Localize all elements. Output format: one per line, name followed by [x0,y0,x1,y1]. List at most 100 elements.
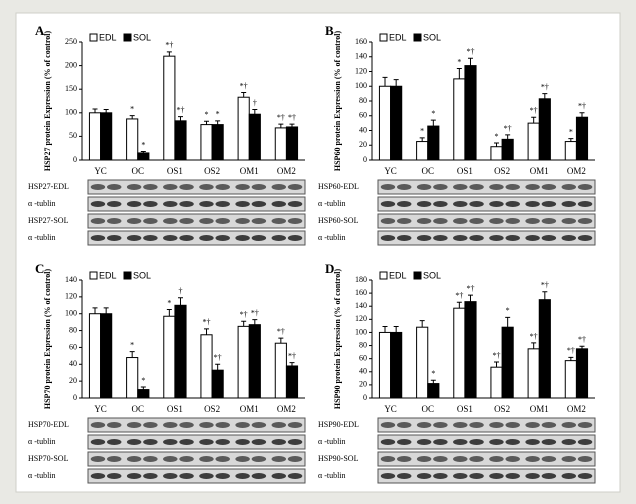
blot-band [433,456,448,462]
y-tick-label: 20 [359,140,367,149]
blot-band [489,439,504,445]
significance-label: *† [176,105,184,114]
legend-swatch [89,271,98,280]
blot-band [577,456,593,462]
blot-strip [377,451,596,467]
significance-label: † [253,98,257,107]
x-tick-label: OS2 [494,166,510,176]
blot-band [199,422,214,428]
blot-label: HSP90-SOL [318,454,359,463]
error-bar [204,120,210,125]
error-bar [568,138,574,142]
error-bar [278,123,284,128]
blot-band [396,218,412,224]
blot-band [380,456,396,462]
panel-letter: B [325,23,334,38]
blot-band [126,439,142,445]
blot-label: HSP60-EDL [318,182,359,191]
blot-label: α -tublin [318,233,346,242]
y-tick-label: 100 [355,327,367,336]
blot-band [90,473,106,479]
legend-swatch [413,271,422,280]
error-bar [92,307,98,314]
blot-band [199,439,214,445]
bar [575,348,589,399]
blot-band [433,439,448,445]
blot-band [287,184,303,190]
blot-band [126,235,142,241]
y-tick-label: 80 [359,340,367,349]
blot-band [106,439,122,445]
blot-band [416,456,432,462]
legend-swatch [123,271,132,280]
blot-strip [377,213,596,229]
blot-band [577,473,593,479]
bar [137,152,150,161]
blot-band [215,439,230,445]
bar [285,126,299,161]
blot-band [271,235,287,241]
blot-band [271,439,287,445]
blot-band [577,235,593,241]
blot-band [199,473,214,479]
significance-label: *† [251,308,259,317]
error-bar [215,120,221,125]
error-bar [393,79,399,87]
blot-label: HSP27-EDL [28,182,69,191]
bar [237,96,250,161]
x-tick-label: OS1 [457,166,473,176]
y-tick-label: 20 [69,376,77,385]
bar [248,113,261,161]
x-tick-label: YC [384,166,397,176]
blot-band [561,439,577,445]
bar [163,55,176,161]
y-tick-label: 100 [355,81,367,90]
y-tick-label: 40 [359,125,367,134]
blot-band [199,456,214,462]
blot-strip [377,434,596,450]
y-tick-label: 140 [355,52,367,61]
bar [88,313,102,399]
blot-band [380,218,396,224]
blot-band [163,422,178,428]
legend-label: SOL [423,32,441,42]
blot-band [235,439,250,445]
blot-band [505,184,520,190]
bar [378,85,392,161]
legend-swatch [413,33,422,42]
blot-strip [87,230,306,246]
blot-band [90,439,106,445]
blot-band [199,201,214,207]
error-bar [140,151,146,153]
x-tick-label: OM2 [567,166,586,176]
blot-label: α -tublin [318,471,346,480]
blot-band [469,422,484,428]
blot-band [143,456,158,462]
bar [453,307,466,399]
error-bar [129,351,135,358]
bar [174,120,187,161]
blot-band [143,473,158,479]
x-tick-label: OM2 [277,166,296,176]
significance-label: *† [493,351,501,360]
bar [390,331,403,399]
blot-band [106,201,122,207]
blot-band [235,218,250,224]
blot-strip [87,213,306,229]
y-tick-label: 100 [65,309,77,318]
error-bar [166,51,172,57]
x-tick-label: OS2 [494,404,510,414]
blot-label: HSP60-SOL [318,216,359,225]
y-tick-label: 0 [73,393,77,402]
blot-band [505,473,520,479]
significance-label: * [457,57,461,66]
blot-band [525,235,540,241]
error-bar [505,134,511,140]
significance-label: * [141,140,145,149]
blot-band [505,201,520,207]
bar [274,127,287,161]
bar [211,369,224,399]
blot-label: α -tublin [318,199,346,208]
y-tick-label: 60 [359,111,367,120]
blot-band [541,235,557,241]
